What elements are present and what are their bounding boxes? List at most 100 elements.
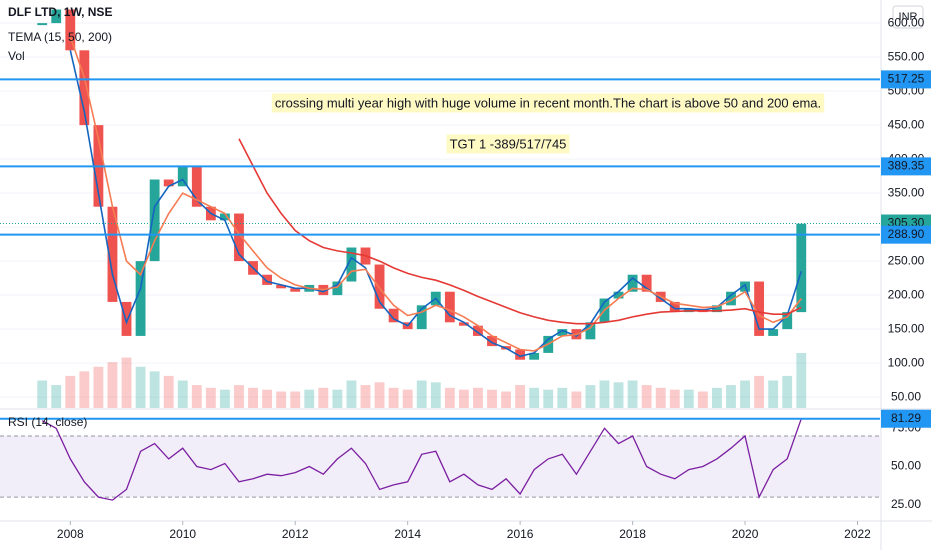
level-label: 288.90	[888, 227, 925, 241]
volume-bar	[796, 353, 807, 408]
candle	[557, 329, 568, 336]
volume-bar	[220, 389, 230, 408]
level-label: 517.25	[888, 72, 925, 86]
candle	[107, 206, 118, 302]
candle	[234, 213, 244, 262]
volume-bar	[37, 380, 48, 408]
y-tick-label: 450.00	[888, 117, 925, 131]
x-tick-label: 2014	[394, 527, 421, 541]
symbol: DLF LTD, 1W, NSE	[8, 5, 112, 19]
volume-bar	[529, 387, 540, 408]
volume-bar	[487, 389, 497, 408]
volume-bar	[262, 389, 273, 408]
volume-bar	[318, 387, 329, 408]
currency-box[interactable]	[892, 5, 924, 29]
volume-bar	[234, 385, 244, 408]
volume-bar	[135, 366, 146, 408]
volume-bar	[585, 385, 596, 408]
candle	[121, 301, 132, 336]
volume-bar	[613, 382, 624, 408]
candle	[726, 291, 736, 306]
volume-bar	[149, 371, 160, 408]
x-tick-label: 2018	[619, 527, 646, 541]
volume-bar	[93, 366, 104, 408]
volume-bar	[304, 389, 315, 408]
candle	[613, 291, 624, 299]
candle	[444, 291, 455, 323]
candle	[529, 352, 540, 360]
y-tick-label: 550.00	[888, 49, 925, 63]
volume-bar	[332, 389, 343, 408]
y-tick-label: 50.00	[891, 459, 921, 473]
level-tag	[881, 70, 931, 89]
candle	[627, 274, 638, 292]
volume-bar	[191, 385, 202, 408]
level-label: 81.29	[891, 411, 921, 425]
volume-bar	[107, 362, 118, 408]
volume-bar	[712, 387, 722, 408]
y-tick-label: 200.00	[888, 287, 925, 301]
candle	[487, 335, 497, 347]
level-tag	[881, 225, 931, 244]
currency[interactable]: INR	[899, 11, 918, 23]
volume-bar	[360, 385, 371, 408]
volume-bar	[754, 375, 765, 408]
candle	[37, 23, 48, 26]
volume-bar	[163, 375, 174, 408]
overlay-layer: DLF LTD, 1W, NSE TEMA (15, 50, 200) Vol	[8, 5, 112, 63]
volume-bar	[430, 382, 441, 408]
candle	[290, 288, 301, 292]
volume-bar	[669, 389, 680, 408]
candle	[416, 305, 427, 330]
y-tick-label: 250.00	[888, 253, 925, 267]
volume-bar	[388, 387, 399, 408]
level-tag	[881, 157, 931, 176]
volume-bar	[782, 375, 793, 408]
candle	[135, 261, 146, 336]
rsi-band	[0, 435, 880, 498]
series-line	[69, 50, 803, 358]
candle	[712, 305, 722, 313]
candle	[796, 223, 807, 313]
pane-title: RSI (14, close)	[8, 415, 87, 429]
volume-bar	[402, 389, 413, 408]
volume-bar	[655, 387, 666, 408]
volume-bar	[79, 371, 90, 408]
volume-bar	[346, 380, 357, 408]
volume-bar	[248, 387, 258, 408]
volume-bar	[557, 387, 568, 408]
candle	[641, 274, 652, 292]
candle	[346, 247, 357, 282]
x-tick-label: 2020	[732, 527, 759, 541]
volume-bar	[768, 380, 779, 408]
candle	[458, 322, 469, 326]
candle	[276, 284, 287, 289]
annotation-box	[271, 93, 825, 113]
volume-bar	[543, 389, 554, 408]
volume-bar	[205, 387, 216, 408]
volume-bar	[416, 380, 427, 408]
candle	[768, 329, 779, 336]
plot-layer: crossing multi year high with huge volum…	[0, 9, 880, 525]
candle	[177, 165, 188, 187]
candle	[51, 9, 62, 24]
volume-label: Vol	[8, 49, 25, 63]
labels-layer: INR 50.00100.00150.00200.00250.00300.003…	[8, 5, 931, 541]
candle	[163, 179, 174, 187]
series-line	[41, 418, 802, 501]
candle	[782, 312, 793, 330]
volume-bar	[374, 382, 385, 408]
y-tick-label: 50.00	[891, 389, 921, 403]
annotation-box	[446, 134, 570, 154]
level-tag	[881, 409, 931, 428]
volume-bar	[697, 391, 708, 408]
pane	[0, 418, 880, 501]
volume-bar	[290, 391, 301, 408]
candle	[374, 264, 385, 309]
volume-bar	[740, 380, 750, 408]
annotation: crossing multi year high with huge volum…	[275, 95, 821, 110]
annotation: TGT 1 -389/517/745	[450, 136, 567, 151]
candle	[669, 301, 680, 313]
